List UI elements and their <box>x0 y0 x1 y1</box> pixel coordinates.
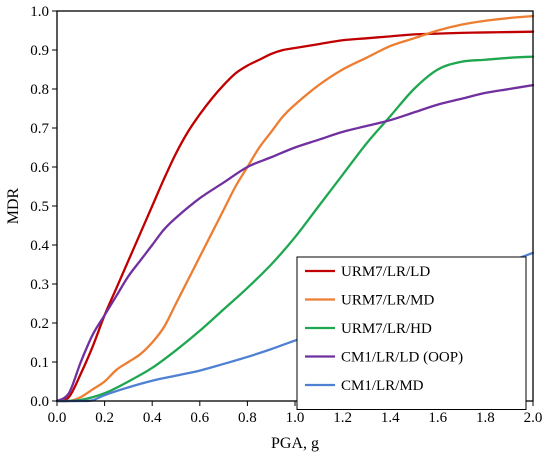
legend: URM7/LR/LD URM7/LR/MD URM7/LR/HD CM1/LR/LD … <box>296 256 527 410</box>
y-tick-label: 0.2 <box>30 316 49 332</box>
y-tick-label: 0.1 <box>30 355 49 371</box>
x-tick-label: 1.4 <box>381 410 400 426</box>
legend-box <box>296 256 527 410</box>
x-axis-label: PGA, g <box>271 435 319 452</box>
x-tick-label: 0.2 <box>95 410 114 426</box>
series-line-1 <box>55 30 535 403</box>
x-tick-label: 2.0 <box>524 410 543 426</box>
y-tick-label: 0.7 <box>30 121 49 137</box>
legend-label-1: URM7/LR/LD <box>341 264 430 280</box>
y-axis-label: MDR <box>5 187 22 224</box>
x-tick-label: 1.6 <box>428 410 447 426</box>
legend-label-5: CM1/LR/MD <box>341 378 424 394</box>
y-tick-label: 0.8 <box>30 82 49 98</box>
y-tick-label: 0.0 <box>30 394 49 410</box>
x-tick-label: 1.0 <box>286 410 305 426</box>
x-tick-label: 1.2 <box>333 410 352 426</box>
legend-label-3: URM7/LR/HD <box>341 321 432 337</box>
legend-label-2: URM7/LR/MD <box>341 293 435 309</box>
x-tick-label: 0.8 <box>238 410 257 426</box>
x-tick-label: 0.4 <box>143 410 162 426</box>
series-line-2 <box>55 14 535 403</box>
series-layer <box>55 14 535 403</box>
y-tick-label: 1.0 <box>30 4 49 20</box>
tick-layer: 0.0 0.2 0.4 0.6 0.8 1.0 1.2 1.4 1.6 1.8 2.0 0.0 0.1 0… <box>30 4 542 426</box>
y-tick-label: 0.6 <box>30 160 49 176</box>
x-tick-label: 1.8 <box>476 410 495 426</box>
y-tick-label: 0.9 <box>30 43 49 59</box>
series-line-4 <box>55 83 535 403</box>
legend-label-4: CM1/LR/LD (OOP) <box>341 350 463 366</box>
x-tick-label: 0.0 <box>48 410 67 426</box>
y-tick-label: 0.5 <box>30 199 49 215</box>
x-tick-label: 0.6 <box>190 410 209 426</box>
y-tick-label: 0.4 <box>30 238 49 254</box>
y-tick-label: 0.3 <box>30 277 49 293</box>
series-line-3 <box>55 55 535 403</box>
